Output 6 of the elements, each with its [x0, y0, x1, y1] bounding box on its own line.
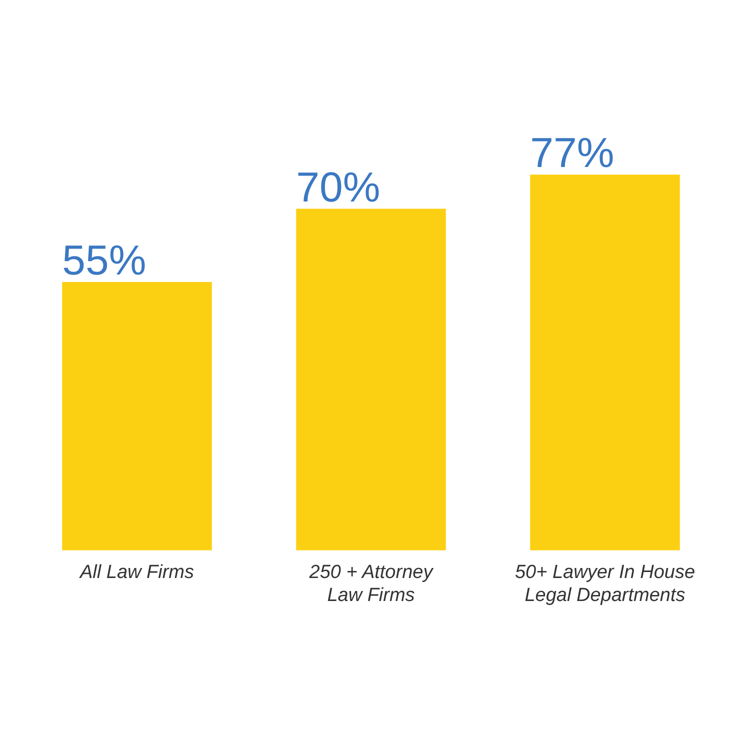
data-label: 70%	[296, 163, 380, 210]
x-tick-label: All Law Firms	[78, 562, 194, 584]
data-label: 77%	[530, 129, 614, 176]
x-tick-label: 250 + Attorney Law Firms	[308, 562, 434, 606]
data-label: 55%	[62, 236, 146, 284]
x-tick-label: 50+ Lawyer In House Legal Departments	[514, 562, 696, 606]
